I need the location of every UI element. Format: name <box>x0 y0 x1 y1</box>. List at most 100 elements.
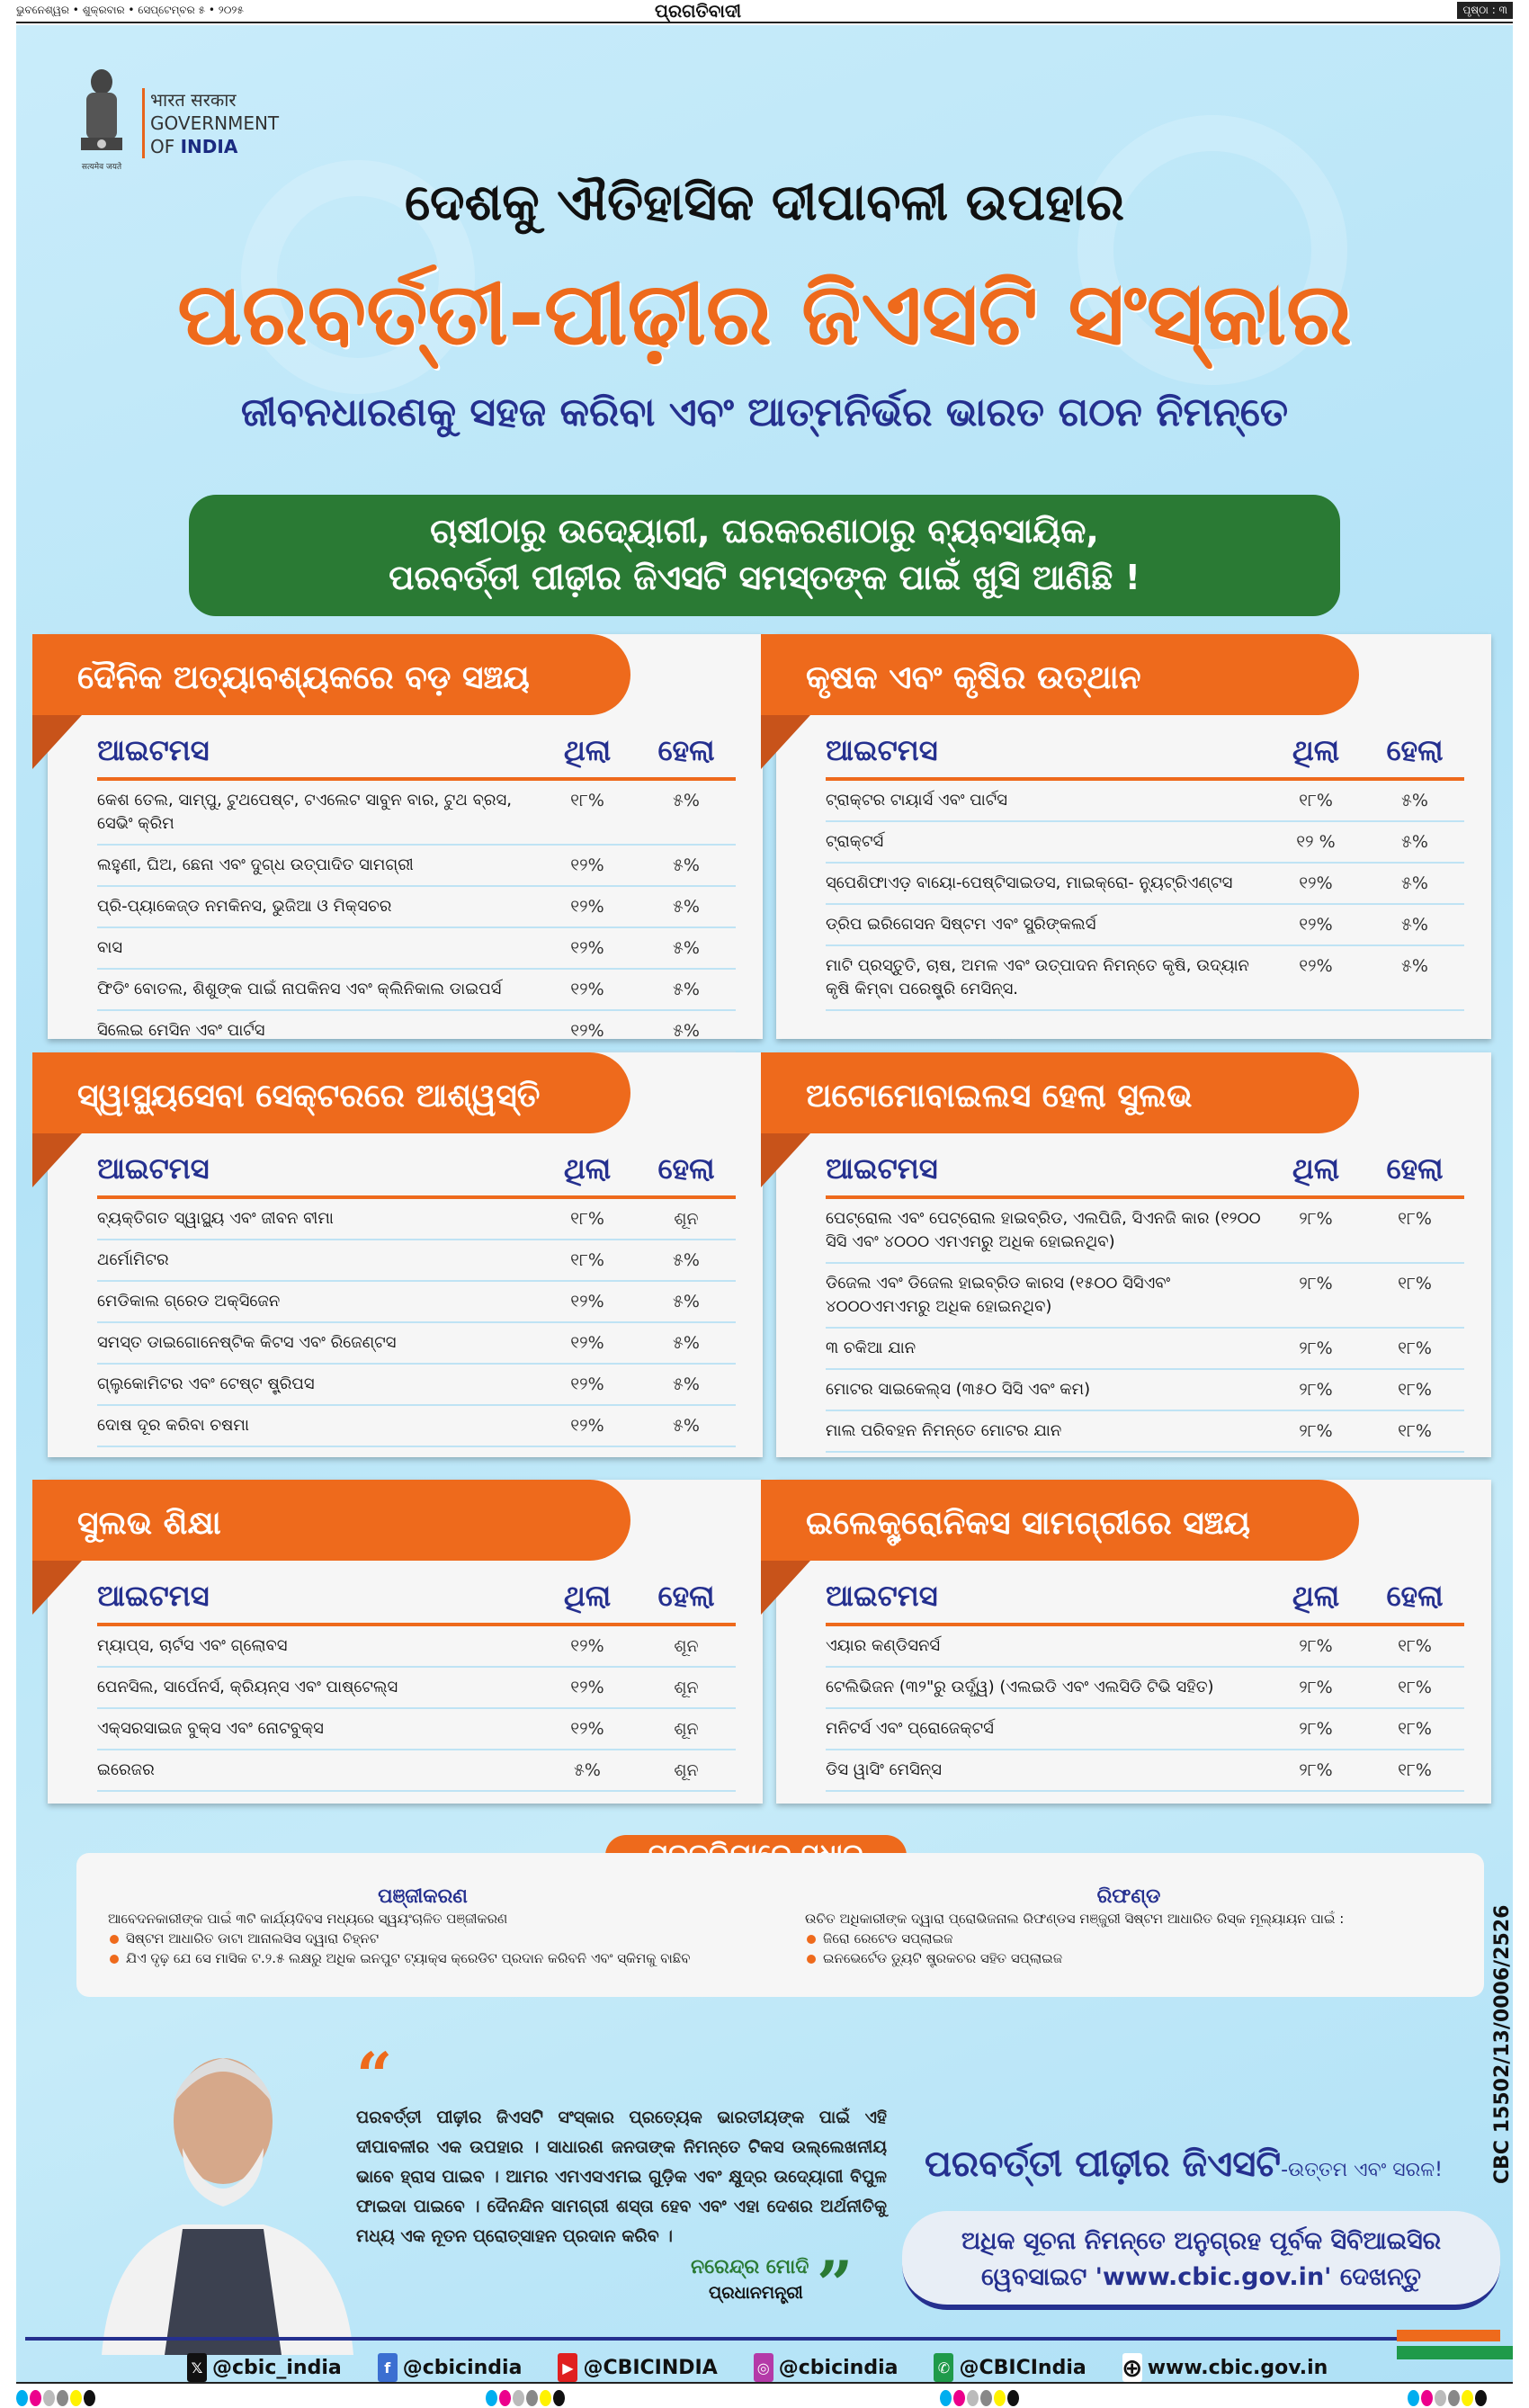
new-rate: ୫% <box>1401 832 1428 852</box>
social-link[interactable]: 𝕏 @cbic_india <box>187 2353 342 2382</box>
item-name: ଡ୍ରିପ ଇରିଗେସନ ସିଷ୍ଟମ ଏବଂ ସ୍ପ୍ରିଙ୍କଲର୍ସ <box>826 915 1096 934</box>
table-row: ପେନସିଲ, ସାର୍ପେନର୍ସ, କ୍ରିୟନ୍ସ ଏବଂ ପାଷ୍ଟେଲ… <box>97 1668 736 1709</box>
facebook-icon: f <box>377 2353 398 2382</box>
table-row: ଡ୍ରିପ ଇରିଗେସନ ସିଷ୍ଟମ ଏବଂ ସ୍ପ୍ରିଙ୍କଲର୍ସ ୧୨… <box>826 905 1464 946</box>
item-name: ପ୍ରି-ପ୍ୟାକେଜ୍ଡ ନମକିନସ, ଭୁଜିଆ ଓ ମିକ୍ସଚର <box>97 897 392 916</box>
col-was: ଥିଲା <box>1292 733 1340 767</box>
social-link[interactable]: ◎ @cbicindia <box>753 2353 898 2382</box>
table-row: ମନିଟର୍ସ ଏବଂ ପ୍ରୋଜେକ୍ଟର୍ସ ୨୮% ୧୮% <box>826 1709 1464 1750</box>
new-rate: ଶୂନ <box>674 1719 699 1739</box>
old-rate: ୨୮% <box>1299 1421 1333 1441</box>
old-rate: ୧୮% <box>570 1209 604 1229</box>
item-name: ୩ ଚକିଆ ଯାନ <box>826 1338 917 1357</box>
table-row: ଇରେଜର ୫% ଶୂନ <box>97 1750 736 1792</box>
col-was: ଥିଲା <box>1292 1579 1340 1613</box>
table-row: ପେଟ୍ରୋଲ ଏବଂ ପେଟ୍ରୋଲ ହାଇବ୍ରିଡ, ଏଲପିଜି, ସି… <box>826 1199 1464 1264</box>
new-rate: ଶୂନ <box>674 1209 699 1229</box>
color-dot <box>513 2390 524 2406</box>
instagram-icon: ◎ <box>753 2353 773 2382</box>
new-rate: ୫% <box>673 1416 700 1436</box>
social-link[interactable]: f @cbicindia <box>377 2353 522 2382</box>
info-line: ଅଧିକ ସୂଚନା ନିମନ୍ତେ ଅନୁଗ୍ରହ ପୂର୍ବକ ସିବିଆଇ… <box>961 2227 1442 2255</box>
col-was: ଥିଲା <box>563 1579 612 1613</box>
section-title: ଦୈନିକ ଅତ୍ୟାବଶ୍ୟକରେ ବଡ଼ ସଞ୍ଚୟ <box>32 634 630 715</box>
item-name: ଲହୁଣୀ, ଘିଅ, ଛେନା ଏବଂ ଦୁଗ୍ଧ ଉତ୍ପାଦିତ ସାମଗ… <box>97 855 414 874</box>
dateline: ଭୁବନେଶ୍ୱର • ଶୁକ୍ରବାର • ସେପ୍ଟେମ୍ବର ୫ • ୨୦… <box>16 4 244 16</box>
open-quote-icon: “ <box>356 2038 393 2113</box>
rate-table: ଆଇଟମସ ଥିଲା ହେଲା ମ୍ୟାପ୍ସ, ଚାର୍ଟସ ଏବଂ ଗ୍ଲୋବସ ୧… <box>97 1579 736 1792</box>
item-name: ମ୍ୟାପ୍ସ, ଚାର୍ଟସ ଏବଂ ଗ୍ଲୋବସ <box>97 1636 288 1655</box>
rate-table: ଆଇଟମସ ଥିଲା ହେଲା ପେଟ୍ରୋଲ ଏବଂ ପେଟ୍ରୋଲ ହାଇବ୍ରି… <box>826 1151 1464 1453</box>
gov-hindi: भारत सरकार <box>150 89 237 111</box>
new-rate: ୫% <box>673 1250 700 1270</box>
quote-text: ପରବର୍ତ୍ତୀ ପୀଢ଼ୀର ଜିଏସଟି ସଂସ୍କାର ପ୍ରତ୍ୟେକ… <box>356 2108 887 2246</box>
old-rate: ୧୨ % <box>1296 832 1336 852</box>
globe-icon: ⊕ <box>1121 2352 1143 2383</box>
item-name: ମେଡିକାଲ ଗ୍ରେଡ ଅକ୍ସିଜେନ <box>97 1292 281 1311</box>
table-row: ଫିଡିଂ ବୋତଲ, ଶିଶୁଙ୍କ ପାଇଁ ନାପକିନସ ଏବଂ କ୍ଲ… <box>97 970 736 1011</box>
color-dot <box>553 2390 565 2406</box>
new-rate: ୫% <box>673 855 700 875</box>
refund-heading: ରିଫଣ୍ଡ <box>1096 1885 1161 1908</box>
section-title: ସୁଲଭ ଶିକ୍ଷା <box>32 1480 630 1561</box>
social-links: 𝕏 @cbic_india f @cbicindia ▶ @CBICINDIA ◎ @cbic… <box>187 2353 1328 2382</box>
item-name: ଇରେଜର <box>97 1760 155 1779</box>
rate-table: ଆଇଟମସ ଥିଲା ହେଲା ବ୍ୟକ୍ତିଗତ ସ୍ୱାସ୍ଥ୍ୟ ଏବଂ ଜୀବ… <box>97 1151 736 1447</box>
section-card: ଅଟୋମୋବାଇଲସ ହେଲା ସୁଲଭ ଆଇଟମସ ଥିଲା ହେଲା ପେଟ୍ରୋ… <box>761 1052 1491 1457</box>
banner-line: ପରବର୍ତ୍ତୀ ପୀଢ଼ୀର ଜିଏସଟି ସମସ୍ତଙ୍କ ପାଇଁ ଖୁ… <box>389 558 1140 597</box>
color-dot <box>1408 2390 1419 2406</box>
item-name: ଥର୍ମୋମିଟର <box>97 1250 169 1269</box>
section-card: କୃଷକ ଏବଂ କୃଷିର ଉତ୍‌ଥାନ ଆଇଟମସ ଥିଲା ହେଲା ଟ୍ରା… <box>761 634 1491 1039</box>
old-rate: ୧୨% <box>570 1292 604 1311</box>
table-row: ମେଡିକାଲ ଗ୍ରେଡ ଅକ୍ସିଜେନ ୧୨% ୫% <box>97 1282 736 1323</box>
color-dot <box>526 2390 538 2406</box>
color-dot <box>940 2390 952 2406</box>
old-rate: ୨୮% <box>1299 1678 1333 1697</box>
old-rate: ୧୨% <box>570 1333 604 1353</box>
item-name: ମୋଟର ସାଇକେଲ୍ସ (୩୫୦ ସିସି ଏବଂ କମ) <box>826 1380 1091 1399</box>
old-rate: ୧୨% <box>570 1719 604 1739</box>
social-link[interactable]: ▶ @CBICINDIA <box>558 2353 718 2382</box>
table-row: ଡିସ ୱାସିଂ ମେସିନ୍ସ ୨୮% ୧୮% <box>826 1750 1464 1792</box>
old-rate: ୨୮% <box>1299 1274 1333 1294</box>
new-rate: ୫% <box>673 897 700 917</box>
new-rate: ୫% <box>673 1021 700 1041</box>
col-now: ହେଲା <box>657 733 715 767</box>
col-was: ଥିଲା <box>563 733 612 767</box>
registration-marks <box>16 2390 95 2406</box>
color-dot <box>16 2390 28 2406</box>
registration-heading: ପଞ୍ଜୀକରଣ <box>378 1885 468 1908</box>
table-header: ଆଇଟମସ ଥିଲା ହେଲା <box>826 1579 1464 1626</box>
social-link[interactable]: ✆ @CBICIndia <box>934 2353 1086 2382</box>
social-handle: @CBICIndia <box>959 2356 1086 2379</box>
registration-marks <box>486 2390 565 2406</box>
color-dot <box>994 2390 1006 2406</box>
registration-marks <box>1408 2390 1487 2406</box>
old-rate: ୧୨% <box>1299 956 1333 976</box>
old-rate: ୧୨% <box>570 897 604 917</box>
old-rate: ୧୮% <box>570 1250 604 1270</box>
table-row: ବାସ ୧୨% ୫% <box>97 928 736 970</box>
old-rate: ୧୨% <box>1299 915 1333 935</box>
old-rate: ୧୨% <box>570 1374 604 1394</box>
social-link[interactable]: ⊕ www.cbic.gov.in <box>1122 2353 1328 2382</box>
gov-of: OF <box>150 136 181 157</box>
col-items: ଆଇଟମସ <box>97 1151 210 1186</box>
old-rate: ୧୮% <box>570 791 604 810</box>
col-items: ଆଇଟମସ <box>826 1579 938 1613</box>
table-row: ପ୍ରି-ପ୍ୟାକେଜ୍ଡ ନମକିନସ, ଭୁଜିଆ ଓ ମିକ୍ସଚର ୧୨… <box>97 887 736 928</box>
info-line: ୱେବସାଇଟ 'www.cbic.gov.in' ଦେଖନ୍ତୁ <box>981 2263 1421 2291</box>
old-rate: ୧୨% <box>570 1021 604 1041</box>
item-name: ଗ୍ଲୁକୋମିଟର ଏବଂ ଟେଷ୍ଟ ଷ୍ଟ୍ରିପସ <box>97 1374 315 1393</box>
new-rate: ୫% <box>673 1374 700 1394</box>
ribbon-fold <box>32 715 82 769</box>
refund-point: ଇନଭେର୍ଟେଡ ଡ୍ୟୁଟି ଷ୍ଟ୍ରକଚର ସହିତ ସପ୍ଲାଇଜ <box>805 1948 1453 1968</box>
old-rate: ୨୮% <box>1299 1338 1333 1358</box>
rate-table: ଆଇଟମସ ଥିଲା ହେଲା କେଶ ତେଲ, ସାମ୍ପୁ, ଟୁଥପେଷ୍ଟ, … <box>97 733 736 1052</box>
reforms-box: ପଞ୍ଜୀକରଣ ଆବେଦନକାରୀଙ୍କ ପାଇଁ ୩ଟି କାର୍ଯ୍ୟଦି… <box>76 1853 1484 1997</box>
old-rate: ୨୮% <box>1299 1719 1333 1739</box>
item-name: ଡିସ ୱାସିଂ ମେସିନ୍ସ <box>826 1760 942 1779</box>
item-name: ସମସ୍ତ ଡାଇଗୋନେଷ୍ଟିକ କିଟସ ଏବଂ ରିଜେଣ୍ଟସ <box>97 1333 397 1352</box>
table-row: ୩ ଚକିଆ ଯାନ ୨୮% ୧୮% <box>826 1329 1464 1370</box>
section-card: ସୁଲଭ ଶିକ୍ଷା ଆଇଟମସ ଥିଲା ହେଲା ମ୍ୟାପ୍ସ, ଚାର୍ଟସ… <box>32 1480 763 1804</box>
